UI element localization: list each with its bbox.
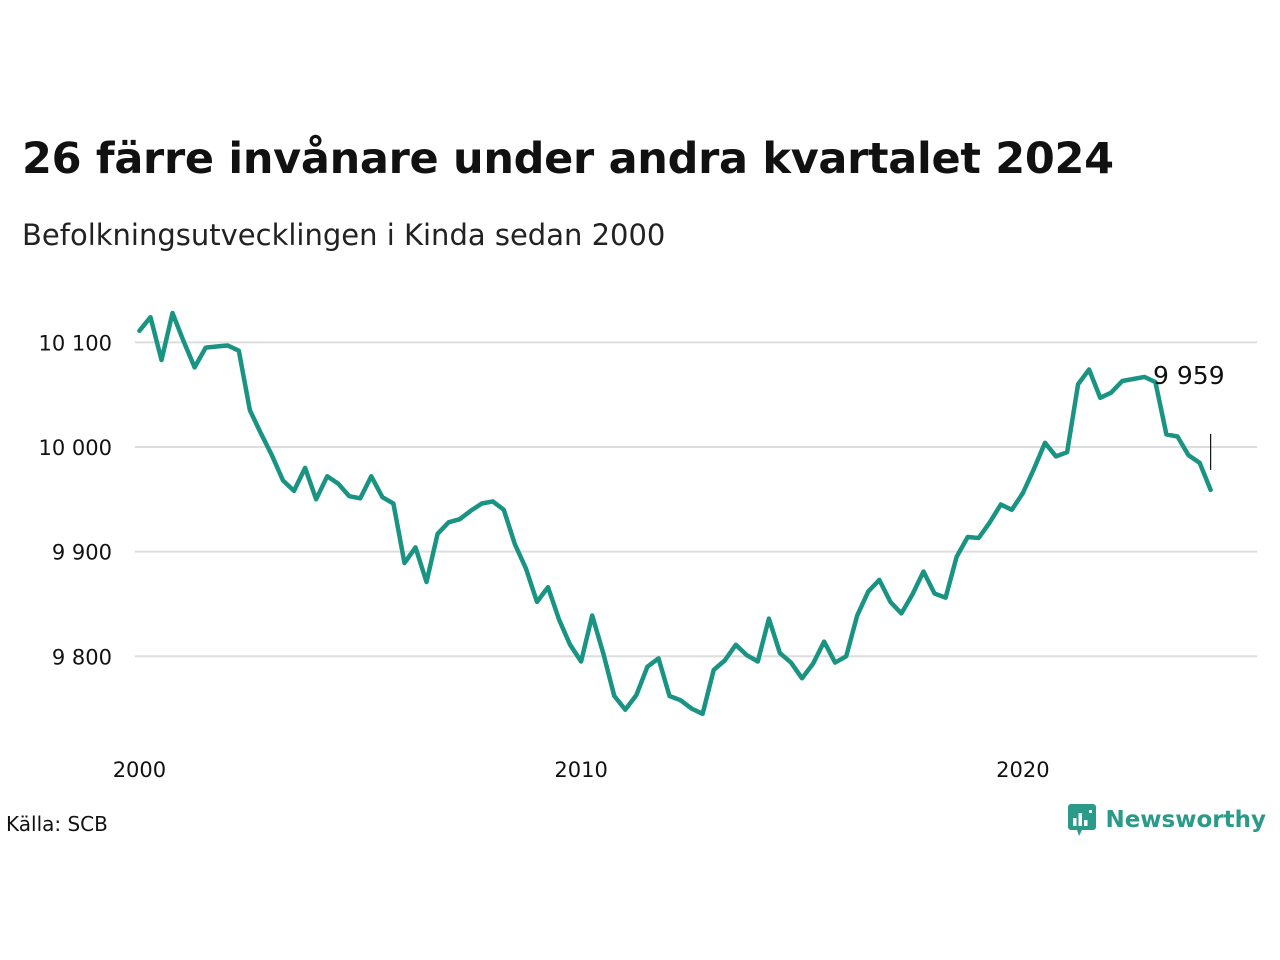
brand-name: Newsworthy — [1105, 807, 1266, 833]
newsworthy-logo-icon — [1068, 804, 1097, 836]
source-note: Källa: SCB — [6, 812, 108, 836]
chart-subtitle: Befolkningsutvecklingen i Kinda sedan 20… — [22, 218, 666, 252]
last-value-label: 9 959 — [1153, 361, 1225, 390]
y-tick-label: 10 100 — [39, 331, 112, 355]
population-series-line — [137, 310, 1213, 717]
brand-logo: Newsworthy — [1067, 803, 1266, 837]
x-tick-label: 2000 — [113, 758, 166, 782]
x-axis-tick-labels: 2000 2010 2020 — [113, 758, 1050, 782]
x-tick-label: 2010 — [554, 758, 607, 782]
y-tick-label: 9 900 — [52, 541, 112, 565]
x-tick-label: 2020 — [996, 758, 1049, 782]
y-tick-label: 10 000 — [39, 436, 112, 460]
y-axis-tick-labels: 9 800 9 900 10 000 10 100 — [39, 331, 112, 669]
gridlines — [135, 341, 1257, 658]
y-tick-label: 9 800 — [52, 645, 112, 669]
chart-title: 26 färre invånare under andra kvartalet … — [22, 134, 1114, 184]
